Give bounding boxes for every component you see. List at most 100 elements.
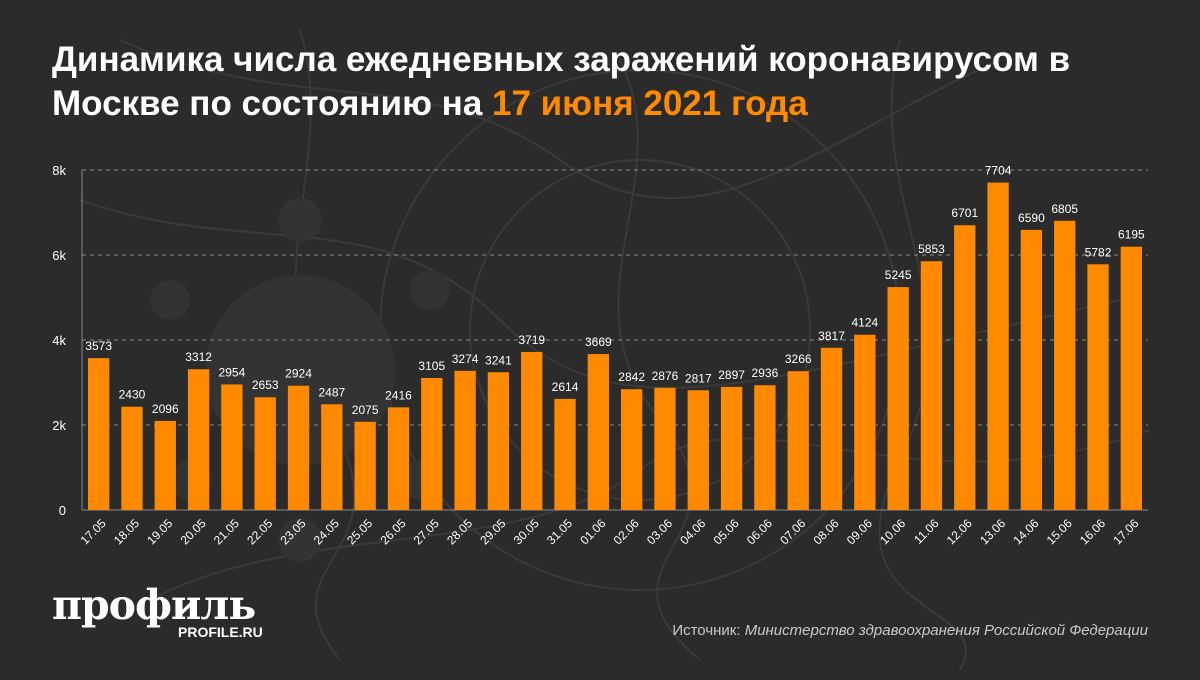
y-tick-label: 8k <box>52 163 66 178</box>
y-tick-label: 4k <box>52 333 66 348</box>
bar <box>1087 264 1109 510</box>
bar-value-label: 2897 <box>718 368 745 382</box>
y-tick-label: 6k <box>52 248 66 263</box>
x-tick-label: 19.05 <box>144 516 175 547</box>
source-label: Источник: <box>672 622 745 639</box>
bar-value-label: 6590 <box>1018 211 1045 225</box>
x-tick-label: 31.05 <box>544 516 575 547</box>
bar-value-label: 3266 <box>785 352 812 366</box>
bar <box>587 354 610 510</box>
x-tick-label: 26.05 <box>377 516 408 547</box>
bar-value-label: 3105 <box>418 359 445 373</box>
bar-value-label: 2653 <box>252 378 279 392</box>
bar-value-label: 5853 <box>918 242 945 256</box>
source-value: Министерство здравоохранения Российской … <box>744 622 1148 639</box>
bar-value-label: 3573 <box>85 339 112 353</box>
bar-value-label: 2842 <box>618 370 645 384</box>
x-tick-label: 01.06 <box>577 516 608 547</box>
title-date-highlight: 17 июня 2021 года <box>492 84 808 123</box>
x-tick-label: 04.06 <box>677 516 708 547</box>
bar <box>954 225 976 510</box>
bar-value-label: 3241 <box>485 353 512 367</box>
x-tick-label: 06.06 <box>744 516 775 547</box>
bar-value-label: 6195 <box>1118 228 1145 242</box>
bar <box>854 334 876 510</box>
bar <box>654 387 676 510</box>
x-tick-label: 23.05 <box>278 516 309 547</box>
bar-value-label: 3312 <box>185 350 212 364</box>
x-tick-label: 13.06 <box>977 516 1008 547</box>
x-tick-label: 10.06 <box>877 516 908 547</box>
bar-value-label: 5782 <box>1085 245 1112 259</box>
bar <box>87 358 110 510</box>
x-tick-label: 14.06 <box>1010 516 1041 547</box>
bar-value-label: 4124 <box>851 316 878 330</box>
bar-value-label: 3274 <box>452 352 479 366</box>
bar <box>187 369 210 510</box>
profile-logo-url: PROFILE.RU <box>178 624 263 640</box>
bar <box>121 406 143 510</box>
x-tick-label: 18.05 <box>111 516 142 547</box>
bar-value-label: 2430 <box>119 388 146 402</box>
bar <box>454 370 476 510</box>
bar-value-label: 2954 <box>219 365 246 379</box>
x-tick-label: 27.05 <box>411 516 442 547</box>
x-tick-label: 11.06 <box>911 516 942 547</box>
x-tick-label: 09.06 <box>844 516 875 547</box>
bar-value-label: 2075 <box>352 403 379 417</box>
x-tick-label: 29.05 <box>477 516 508 547</box>
bar <box>1020 229 1043 511</box>
x-tick-label: 25.05 <box>344 516 375 547</box>
bar-value-label: 2936 <box>752 366 779 380</box>
x-tick-label: 22.05 <box>244 516 275 547</box>
x-tick-label: 12.06 <box>944 516 975 547</box>
x-tick-label: 02.06 <box>611 516 642 547</box>
bar <box>754 385 776 510</box>
bar-value-label: 6701 <box>951 206 978 220</box>
bar-value-label: 2817 <box>685 371 712 385</box>
bar-value-label: 6805 <box>1051 202 1078 216</box>
bar <box>820 347 843 510</box>
x-tick-label: 21.05 <box>211 516 242 547</box>
x-tick-label: 28.05 <box>444 516 475 547</box>
x-tick-label: 15.06 <box>1044 516 1075 547</box>
bar-value-label: 5245 <box>885 268 912 282</box>
page-title: Динамика числа ежедневных заражений коро… <box>52 38 1162 126</box>
virus-icon <box>150 198 450 562</box>
bar-value-label: 7704 <box>985 164 1012 178</box>
bar <box>987 182 1009 510</box>
bar-value-label: 2096 <box>152 402 179 416</box>
bar <box>720 386 743 510</box>
bar <box>221 384 243 510</box>
y-tick-label: 0 <box>59 503 66 518</box>
bar-value-label: 2487 <box>318 385 345 399</box>
bar-value-label: 2924 <box>285 367 312 381</box>
bar <box>1120 246 1143 510</box>
bar-value-label: 2416 <box>385 388 412 402</box>
bar-value-label: 2876 <box>652 369 679 383</box>
bar <box>154 420 176 510</box>
bar <box>554 398 576 510</box>
bar <box>521 351 543 510</box>
x-tick-label: 17.05 <box>78 516 109 547</box>
x-tick-label: 05.06 <box>711 516 742 547</box>
bar <box>254 397 276 510</box>
x-tick-label: 08.06 <box>811 516 842 547</box>
bar-value-label: 3669 <box>585 335 612 349</box>
bar <box>354 421 376 510</box>
bar <box>287 385 310 510</box>
bar <box>421 378 443 510</box>
x-tick-label: 16.06 <box>1077 516 1108 547</box>
bar <box>487 372 510 510</box>
bar-value-label: 2614 <box>552 380 579 394</box>
bar <box>920 261 943 510</box>
title-main-text: Динамика числа ежедневных заражений коро… <box>52 40 1071 123</box>
bar <box>1054 220 1076 510</box>
y-tick-label: 2k <box>52 418 66 433</box>
x-tick-label: 17.06 <box>1110 516 1141 547</box>
profile-logo: профиль <box>52 581 256 629</box>
bar <box>321 404 343 510</box>
